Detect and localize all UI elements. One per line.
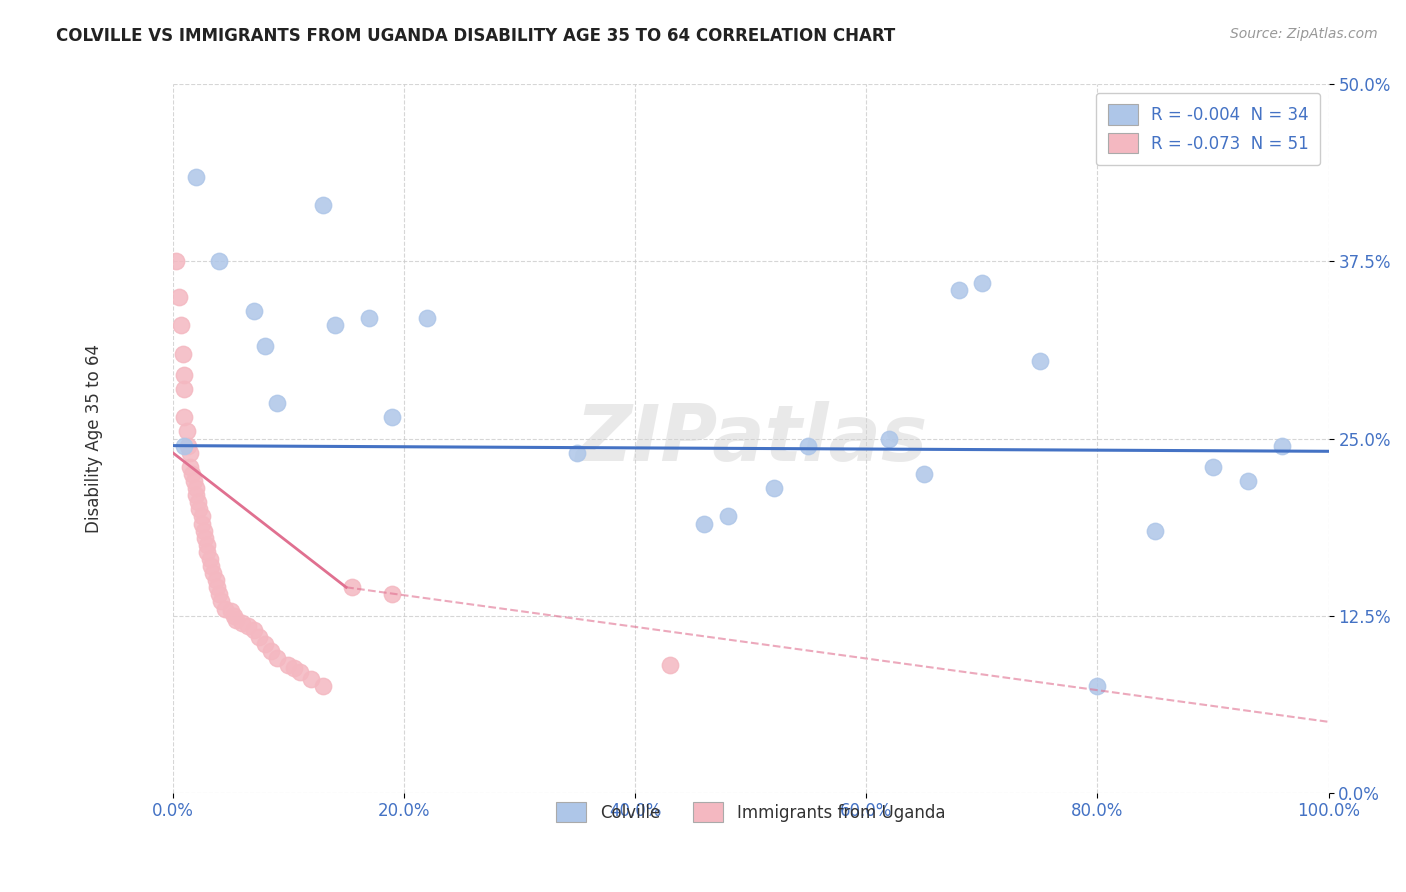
Point bbox=[179, 459, 201, 474]
Point bbox=[198, 552, 221, 566]
Point bbox=[204, 573, 226, 587]
Legend: Colville, Immigrants from Uganda: Colville, Immigrants from Uganda bbox=[544, 790, 956, 834]
Point bbox=[190, 516, 212, 531]
Point bbox=[197, 538, 219, 552]
Point bbox=[184, 481, 207, 495]
Point bbox=[254, 637, 277, 651]
Point bbox=[187, 495, 209, 509]
Point bbox=[231, 615, 253, 630]
Point bbox=[277, 658, 299, 673]
Point bbox=[1087, 680, 1109, 694]
Point bbox=[194, 531, 217, 545]
Point bbox=[1236, 474, 1258, 488]
Point bbox=[172, 346, 194, 360]
Point bbox=[188, 502, 211, 516]
Point bbox=[716, 509, 738, 524]
Point bbox=[266, 651, 288, 665]
Point bbox=[165, 254, 187, 268]
Point bbox=[173, 410, 195, 425]
Point bbox=[301, 673, 323, 687]
Point bbox=[1271, 439, 1294, 453]
Point bbox=[219, 604, 242, 618]
Point bbox=[323, 318, 346, 333]
Point bbox=[762, 481, 785, 495]
Point bbox=[176, 425, 198, 439]
Point bbox=[381, 410, 404, 425]
Point bbox=[170, 318, 193, 333]
Point bbox=[416, 311, 439, 326]
Point bbox=[283, 661, 305, 675]
Point bbox=[183, 474, 205, 488]
Text: COLVILLE VS IMMIGRANTS FROM UGANDA DISABILITY AGE 35 TO 64 CORRELATION CHART: COLVILLE VS IMMIGRANTS FROM UGANDA DISAB… bbox=[56, 27, 896, 45]
Point bbox=[184, 169, 207, 184]
Point bbox=[359, 311, 381, 326]
Point bbox=[222, 608, 245, 623]
Point bbox=[693, 516, 716, 531]
Point bbox=[184, 488, 207, 502]
Point bbox=[1202, 459, 1225, 474]
Point bbox=[200, 559, 222, 574]
Point bbox=[173, 368, 195, 382]
Point bbox=[193, 524, 215, 538]
Point bbox=[1028, 353, 1050, 368]
Point bbox=[249, 630, 271, 644]
Point bbox=[1144, 524, 1167, 538]
Point bbox=[167, 290, 190, 304]
Point bbox=[254, 339, 277, 353]
Point bbox=[214, 601, 236, 615]
Point bbox=[173, 439, 195, 453]
Point bbox=[208, 587, 231, 601]
Point bbox=[266, 396, 288, 410]
Point bbox=[205, 580, 228, 594]
Point bbox=[190, 509, 212, 524]
Point bbox=[242, 623, 264, 637]
Point bbox=[970, 276, 993, 290]
Point bbox=[209, 594, 232, 608]
Point bbox=[173, 382, 195, 396]
Point bbox=[197, 545, 219, 559]
Point bbox=[948, 283, 970, 297]
Point bbox=[340, 580, 363, 594]
Point bbox=[202, 566, 225, 580]
Point bbox=[797, 439, 820, 453]
Point bbox=[567, 446, 589, 460]
Point bbox=[208, 254, 231, 268]
Point bbox=[381, 587, 404, 601]
Point bbox=[312, 680, 335, 694]
Point bbox=[260, 644, 283, 658]
Text: Source: ZipAtlas.com: Source: ZipAtlas.com bbox=[1230, 27, 1378, 41]
Point bbox=[312, 198, 335, 212]
Point bbox=[288, 665, 311, 680]
Point bbox=[879, 432, 901, 446]
Text: ZIPatlas: ZIPatlas bbox=[575, 401, 927, 476]
Y-axis label: Disability Age 35 to 64: Disability Age 35 to 64 bbox=[86, 344, 103, 533]
Point bbox=[179, 446, 201, 460]
Point bbox=[242, 304, 264, 318]
Point bbox=[225, 613, 247, 627]
Point bbox=[912, 467, 935, 481]
Point bbox=[177, 439, 200, 453]
Point bbox=[236, 618, 259, 632]
Point bbox=[181, 467, 204, 481]
Point bbox=[658, 658, 681, 673]
